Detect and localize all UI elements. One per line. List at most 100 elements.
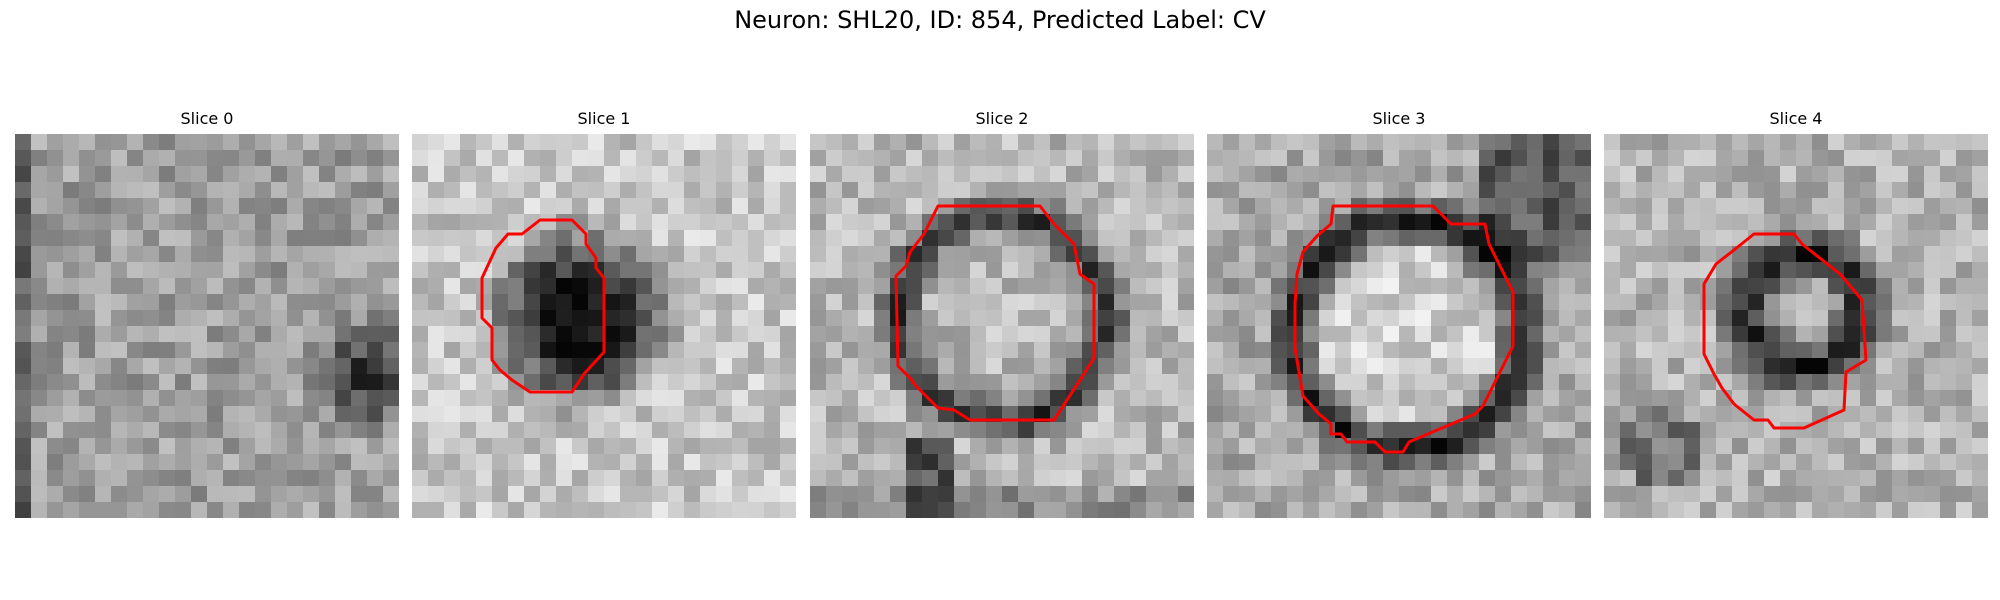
image-pixel xyxy=(476,486,493,503)
image-pixel xyxy=(1684,278,1701,295)
image-pixel xyxy=(1511,342,1528,359)
image-pixel xyxy=(636,486,653,503)
image-pixel xyxy=(47,182,64,199)
image-pixel xyxy=(287,486,304,503)
image-pixel xyxy=(351,214,368,231)
image-pixel xyxy=(1652,134,1669,151)
image-pixel xyxy=(1239,422,1256,439)
image-pixel xyxy=(1415,230,1432,247)
image-pixel xyxy=(1303,470,1320,487)
image-pixel xyxy=(1604,406,1621,423)
image-pixel xyxy=(1748,214,1765,231)
image-pixel xyxy=(810,278,827,295)
image-pixel xyxy=(700,230,717,247)
image-pixel xyxy=(1034,150,1051,167)
image-pixel xyxy=(1812,182,1829,199)
image-pixel xyxy=(1956,358,1973,375)
image-pixel xyxy=(954,390,971,407)
image-pixel xyxy=(1764,214,1781,231)
image-pixel xyxy=(444,438,461,455)
image-pixel xyxy=(508,310,525,327)
image-pixel xyxy=(1511,502,1528,518)
image-pixel xyxy=(1764,278,1781,295)
image-pixel xyxy=(1716,230,1733,247)
image-pixel xyxy=(1399,406,1416,423)
image-pixel xyxy=(1303,294,1320,311)
image-pixel xyxy=(319,262,336,279)
image-pixel xyxy=(1684,310,1701,327)
image-pixel xyxy=(636,438,653,455)
image-pixel xyxy=(1812,486,1829,503)
image-pixel xyxy=(127,230,144,247)
image-pixel xyxy=(367,502,384,518)
image-pixel xyxy=(1780,214,1797,231)
image-pixel xyxy=(1050,150,1067,167)
image-pixel xyxy=(652,470,669,487)
image-pixel xyxy=(1844,214,1861,231)
image-pixel xyxy=(428,342,445,359)
image-pixel xyxy=(1748,198,1765,215)
image-pixel xyxy=(986,502,1003,518)
image-pixel xyxy=(890,422,907,439)
image-pixel xyxy=(780,470,796,487)
image-pixel xyxy=(874,166,891,183)
image-pixel xyxy=(890,486,907,503)
image-pixel xyxy=(1479,182,1496,199)
image-pixel xyxy=(842,230,859,247)
image-pixel xyxy=(1908,246,1925,263)
image-pixel xyxy=(1575,294,1591,311)
image-pixel xyxy=(1636,358,1653,375)
image-pixel xyxy=(1367,246,1384,263)
image-pixel xyxy=(412,342,429,359)
image-pixel xyxy=(31,134,48,151)
image-pixel xyxy=(1716,342,1733,359)
image-pixel xyxy=(938,470,955,487)
image-pixel xyxy=(460,374,477,391)
image-pixel xyxy=(1002,310,1019,327)
image-pixel xyxy=(1796,134,1813,151)
image-pixel xyxy=(1684,166,1701,183)
image-pixel xyxy=(764,422,781,439)
image-pixel xyxy=(1367,134,1384,151)
image-pixel xyxy=(1924,294,1941,311)
image-pixel xyxy=(716,422,733,439)
image-pixel xyxy=(668,134,685,151)
image-pixel xyxy=(351,438,368,455)
image-pixel xyxy=(970,182,987,199)
image-pixel xyxy=(1383,294,1400,311)
image-pixel xyxy=(684,470,701,487)
image-pixel xyxy=(1319,134,1336,151)
image-pixel xyxy=(826,182,843,199)
image-pixel xyxy=(1239,342,1256,359)
image-pixel xyxy=(79,342,96,359)
image-pixel xyxy=(906,502,923,518)
image-pixel xyxy=(1876,422,1893,439)
image-pixel xyxy=(239,150,256,167)
image-pixel xyxy=(1018,262,1035,279)
image-pixel xyxy=(79,310,96,327)
image-pixel xyxy=(159,502,176,518)
image-pixel xyxy=(271,262,288,279)
image-pixel xyxy=(604,134,621,151)
image-pixel xyxy=(47,390,64,407)
image-pixel xyxy=(1668,198,1685,215)
image-pixel xyxy=(223,294,240,311)
image-pixel xyxy=(1924,358,1941,375)
image-pixel xyxy=(588,166,605,183)
image-pixel xyxy=(1114,454,1131,471)
image-pixel xyxy=(1860,230,1877,247)
image-pixel xyxy=(1130,502,1147,518)
image-pixel xyxy=(1527,182,1544,199)
image-pixel xyxy=(1367,374,1384,391)
image-pixel xyxy=(890,278,907,295)
image-pixel xyxy=(1684,198,1701,215)
image-pixel xyxy=(1748,278,1765,295)
image-pixel xyxy=(1940,294,1957,311)
image-pixel xyxy=(1114,214,1131,231)
image-pixel xyxy=(556,438,573,455)
image-pixel xyxy=(303,438,320,455)
image-pixel xyxy=(1146,246,1163,263)
image-pixel xyxy=(1495,454,1512,471)
image-pixel xyxy=(1684,134,1701,151)
image-pixel xyxy=(1223,278,1240,295)
